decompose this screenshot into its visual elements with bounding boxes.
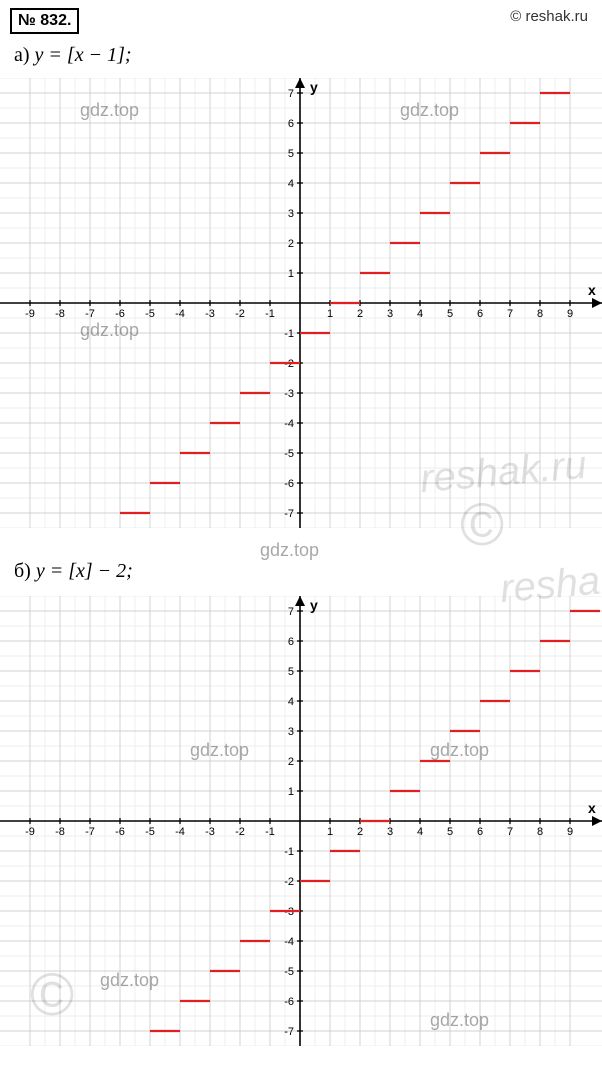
svg-text:5: 5 [447,826,453,838]
svg-text:3: 3 [288,208,294,220]
svg-text:-3: -3 [205,308,215,320]
svg-text:x: x [588,800,596,816]
equation-b-label: б) y = [x] − 2; [14,560,133,583]
svg-text:-3: -3 [205,826,215,838]
part-a: а) [14,44,30,66]
problem-number: № 832. [10,8,79,34]
svg-text:4: 4 [288,696,294,708]
chart-a: yx-9-8-7-6-5-4-3-2-1123456789-9-8-7-6-5-… [0,78,602,533]
svg-text:5: 5 [288,666,294,678]
svg-text:4: 4 [288,178,294,190]
svg-text:-2: -2 [235,308,245,320]
svg-text:3: 3 [387,308,393,320]
svg-text:2: 2 [288,756,294,768]
svg-text:3: 3 [288,726,294,738]
eq-a: y = [x − 1]; [35,44,132,66]
svg-text:-7: -7 [85,826,95,838]
svg-text:-8: -8 [55,826,65,838]
svg-text:9: 9 [567,826,573,838]
svg-text:6: 6 [288,636,294,648]
step-chart: yx-9-8-7-6-5-4-3-2-1123456789-9-8-7-6-5-… [0,596,602,1046]
svg-text:-5: -5 [145,308,155,320]
svg-text:7: 7 [288,606,294,618]
svg-text:3: 3 [387,826,393,838]
svg-text:-1: -1 [265,308,275,320]
svg-text:-7: -7 [284,1026,294,1038]
eq-b: y = [x] − 2; [36,560,133,582]
svg-text:7: 7 [288,88,294,100]
svg-text:5: 5 [288,148,294,160]
svg-text:-7: -7 [85,308,95,320]
svg-text:2: 2 [288,238,294,250]
svg-text:8: 8 [537,308,543,320]
svg-text:6: 6 [477,308,483,320]
svg-text:9: 9 [567,308,573,320]
equation-a-label: а) y = [x − 1]; [14,44,132,67]
svg-text:-2: -2 [284,876,294,888]
svg-text:-2: -2 [235,826,245,838]
svg-text:2: 2 [357,308,363,320]
svg-text:-9: -9 [25,308,35,320]
svg-text:-8: -8 [55,308,65,320]
svg-text:x: x [588,282,596,298]
step-chart: yx-9-8-7-6-5-4-3-2-1123456789-9-8-7-6-5-… [0,78,602,528]
svg-text:y: y [310,79,318,95]
svg-text:-4: -4 [284,418,294,430]
svg-text:6: 6 [288,118,294,130]
svg-text:-6: -6 [284,478,294,490]
svg-text:6: 6 [477,826,483,838]
svg-text:-1: -1 [265,826,275,838]
svg-text:-1: -1 [284,328,294,340]
svg-text:-4: -4 [284,936,294,948]
svg-text:-6: -6 [115,308,125,320]
page-root: № 832. © reshak.ru а) y = [x − 1]; y x -9 -… [0,0,602,1068]
svg-text:-5: -5 [284,966,294,978]
svg-text:-9: -9 [25,826,35,838]
svg-text:7: 7 [507,826,513,838]
svg-text:-4: -4 [175,826,185,838]
svg-text:-4: -4 [175,308,185,320]
svg-text:1: 1 [327,826,333,838]
chart-b: yx-9-8-7-6-5-4-3-2-1123456789-9-8-7-6-5-… [0,596,602,1051]
svg-text:-1: -1 [284,846,294,858]
svg-text:4: 4 [417,826,423,838]
svg-text:1: 1 [288,268,294,280]
svg-text:2: 2 [357,826,363,838]
svg-text:1: 1 [327,308,333,320]
svg-text:y: y [310,597,318,613]
svg-text:1: 1 [288,786,294,798]
svg-text:-3: -3 [284,388,294,400]
svg-text:7: 7 [507,308,513,320]
svg-text:-5: -5 [145,826,155,838]
site-link: © reshak.ru [510,8,588,25]
svg-text:8: 8 [537,826,543,838]
part-b: б) [14,560,31,582]
svg-text:-7: -7 [284,508,294,520]
watermark: gdz.top [260,540,319,561]
svg-text:-6: -6 [115,826,125,838]
svg-text:4: 4 [417,308,423,320]
svg-text:-5: -5 [284,448,294,460]
svg-text:-6: -6 [284,996,294,1008]
svg-text:5: 5 [447,308,453,320]
